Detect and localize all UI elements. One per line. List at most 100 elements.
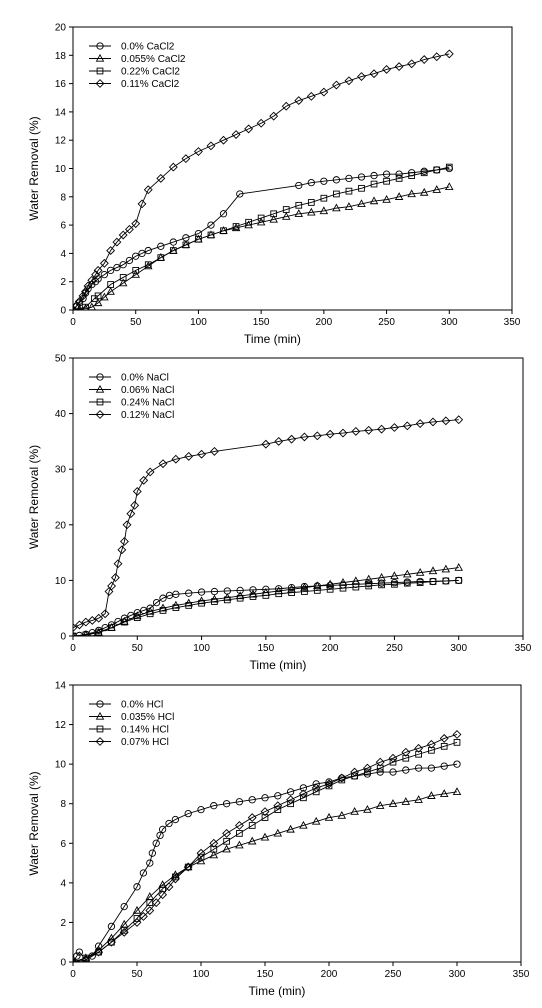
y-axis-title: Water Removal (%) [27, 445, 41, 549]
series-square [73, 163, 453, 310]
data-point-square [236, 830, 243, 837]
data-point-triangle [369, 196, 379, 205]
data-point-diamond [325, 429, 335, 439]
data-point-diamond [143, 185, 153, 195]
data-point-circle [185, 589, 193, 597]
data-point-triangle [403, 569, 412, 578]
x-tick-label: 300 [449, 969, 466, 980]
data-point-square [270, 210, 278, 218]
data-point-diamond [269, 111, 279, 121]
data-point-diamond [441, 416, 451, 426]
data-point-diamond [311, 783, 321, 793]
data-point-circle [148, 849, 157, 857]
data-point-square [300, 794, 307, 802]
data-point-triangle [382, 194, 391, 203]
y-tick-label: 2 [60, 918, 66, 929]
data-point-circle [299, 784, 308, 792]
series-line [73, 186, 450, 310]
data-point-diamond [164, 882, 174, 892]
data-point-circle [389, 768, 397, 776]
y-tick-label: 20 [55, 23, 67, 34]
data-point-square [108, 624, 115, 632]
y-axis-title: Water Removal (%) [27, 771, 41, 875]
data-point-triangle [319, 206, 329, 215]
data-point-square [95, 628, 103, 636]
x-tick-label: 50 [132, 643, 144, 654]
data-point-diamond [426, 739, 436, 749]
data-point-square [433, 166, 441, 174]
data-point-square [197, 853, 205, 861]
data-point-circle [295, 181, 303, 190]
data-point-square [232, 223, 240, 230]
data-point-square [312, 788, 320, 796]
data-point-circle [370, 171, 378, 180]
data-point-square [198, 599, 205, 607]
data-point-circle [261, 794, 269, 802]
legend-label: 0.055% CaCl2 [121, 54, 186, 65]
data-point-circle [382, 170, 391, 178]
data-point-triangle [132, 905, 142, 914]
y-tick-label: 10 [55, 164, 67, 175]
data-point-diamond [122, 520, 132, 530]
data-point-square [236, 594, 244, 602]
data-point-square [108, 938, 115, 946]
data-point-square [453, 739, 461, 746]
data-point-diamond [73, 623, 78, 633]
series-circle [73, 760, 461, 962]
x-tick-label: 150 [257, 969, 274, 980]
data-point-diamond [231, 130, 241, 139]
data-point-triangle [432, 185, 442, 193]
data-point-diamond [196, 848, 206, 858]
y-tick-label: 12 [55, 720, 67, 731]
data-point-triangle [337, 810, 347, 819]
y-tick-label: 8 [60, 799, 66, 810]
data-point-triangle [93, 298, 103, 307]
data-point-square [159, 885, 166, 893]
data-point-square [287, 800, 294, 808]
y-tick-label: 12 [55, 136, 67, 147]
data-point-diamond [91, 270, 101, 280]
data-point-diamond [337, 773, 347, 783]
series-line [73, 419, 459, 629]
data-point-square [220, 227, 227, 235]
data-point-diamond [219, 135, 228, 145]
data-point-diamond [74, 297, 84, 306]
series-line [73, 579, 459, 636]
data-point-square [121, 618, 128, 626]
legend-marker-diamond [95, 410, 105, 419]
data-point-square [210, 845, 218, 853]
data-point-diamond [118, 230, 128, 240]
data-point-square [307, 199, 315, 206]
data-point-square [223, 596, 231, 604]
series-triangle [73, 562, 463, 636]
data-point-square [182, 241, 190, 249]
data-point-square [358, 184, 365, 192]
data-point-triangle [351, 576, 361, 585]
x-axis-title: Time (min) [244, 332, 301, 346]
data-point-diamond [419, 55, 429, 64]
legend-label: 0.12% NaCl [121, 410, 174, 421]
data-point-triangle [82, 303, 89, 310]
data-point-circle [138, 249, 146, 258]
legend-marker-square [96, 67, 104, 75]
data-point-circle [207, 221, 215, 229]
y-tick-label: 6 [60, 839, 66, 850]
x-tick-label: 150 [253, 317, 270, 328]
series-line [73, 741, 458, 962]
data-point-diamond [183, 862, 193, 872]
data-point-diamond [415, 419, 425, 429]
data-point-circle [75, 948, 84, 956]
x-tick-label: 200 [321, 969, 338, 980]
data-point-square [248, 822, 256, 829]
series-circle [73, 576, 463, 636]
data-point-square [403, 579, 411, 587]
y-tick-label: 2 [60, 277, 66, 288]
legend-marker-triangle [95, 384, 105, 393]
data-point-square [365, 582, 373, 590]
data-point-diamond [439, 733, 449, 743]
data-point-square [211, 598, 218, 605]
data-point-diamond [247, 813, 257, 823]
data-point-triangle [375, 801, 385, 809]
y-tick-label: 0 [60, 958, 66, 969]
